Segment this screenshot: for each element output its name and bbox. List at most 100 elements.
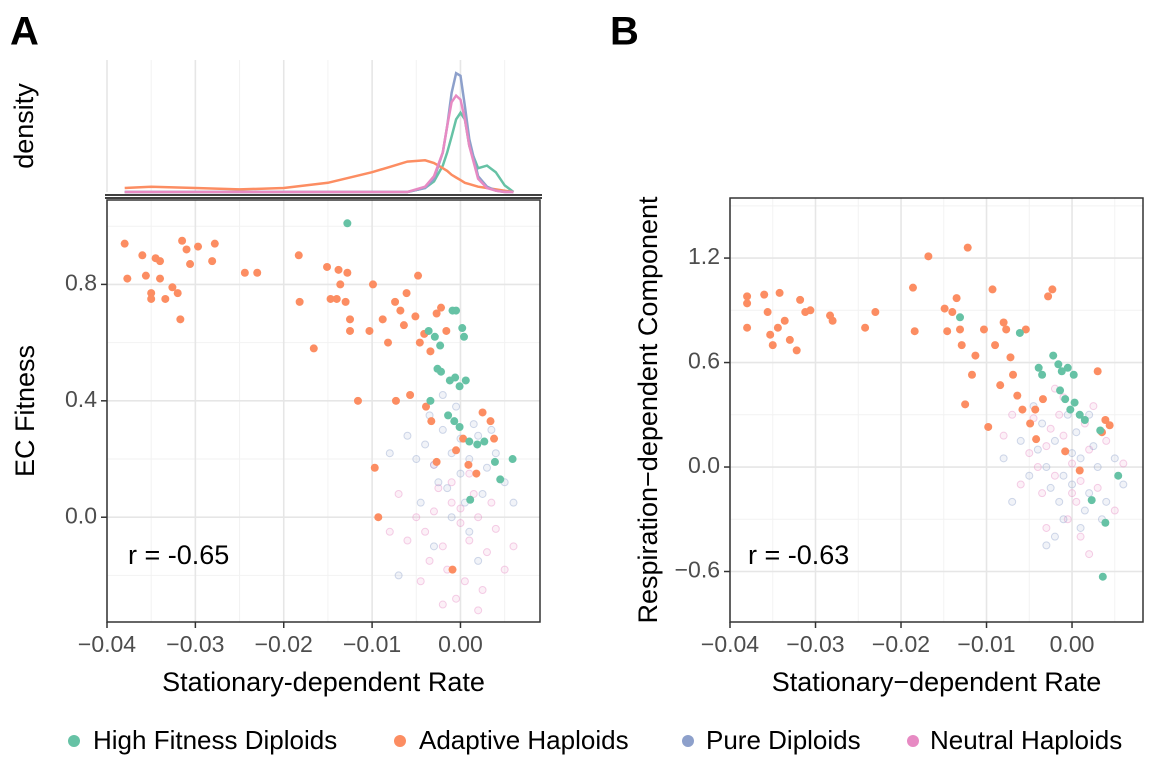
scatter-point xyxy=(871,308,880,317)
scatter-point xyxy=(1050,532,1059,541)
scatter-point xyxy=(406,390,415,399)
scatter-point xyxy=(1033,463,1042,472)
scatter-point xyxy=(1026,419,1035,428)
scatter-point xyxy=(1093,367,1102,376)
scatter-point xyxy=(1046,483,1055,492)
scatter-point xyxy=(991,341,1000,350)
scatter-point xyxy=(500,565,509,574)
scatter-point xyxy=(459,434,468,443)
scatter-point xyxy=(1089,442,1098,451)
x-tick-label: −0.04 xyxy=(701,631,759,657)
scatter-point xyxy=(438,390,447,399)
scatter-point xyxy=(323,262,332,271)
scatter-point xyxy=(412,455,421,464)
scatter-point xyxy=(766,330,775,339)
scatter-point xyxy=(334,265,343,274)
scatter-point xyxy=(1015,328,1024,337)
density-line xyxy=(124,93,514,194)
scatter-point xyxy=(168,283,177,292)
scatter-point xyxy=(182,245,191,254)
scatter-point xyxy=(1068,480,1077,489)
x-tick-label: −0.02 xyxy=(872,631,930,657)
scatter-point xyxy=(465,469,474,478)
scatter-point xyxy=(123,274,132,283)
y-axis-title: Respiration−dependent Component xyxy=(633,196,663,624)
scatter-point xyxy=(1059,431,1068,440)
scatter-point xyxy=(385,527,394,536)
scatter-point xyxy=(1013,391,1022,400)
scatter-point xyxy=(438,542,447,551)
scatter-point xyxy=(346,315,355,324)
scatter-point xyxy=(253,268,262,277)
density-line xyxy=(124,159,514,194)
legend-label: High Fitness Diploids xyxy=(93,725,337,755)
scatter-point xyxy=(1042,463,1051,472)
scatter-point xyxy=(458,324,467,333)
scatter-point xyxy=(1085,550,1094,559)
scatter-point xyxy=(396,306,405,315)
scatter-point xyxy=(971,351,980,360)
scatter-point xyxy=(368,280,377,289)
scatter-point xyxy=(1008,410,1017,419)
scatter-point xyxy=(924,252,933,261)
scatter-point xyxy=(957,341,966,350)
scatter-point xyxy=(1105,421,1114,430)
scatter-point xyxy=(480,437,489,446)
scatter-point xyxy=(473,440,482,449)
scatter-point xyxy=(1057,367,1066,376)
scatter-point xyxy=(967,370,976,379)
scatter-point xyxy=(411,312,420,321)
scatter-point xyxy=(452,594,461,603)
y-tick-label: −0.6 xyxy=(675,557,720,583)
scatter-point xyxy=(1075,466,1084,475)
scatter-point xyxy=(442,326,451,335)
scatter-point xyxy=(780,316,789,325)
scatter-point xyxy=(1114,471,1123,480)
scatter-point xyxy=(1016,436,1025,445)
scatter-point xyxy=(1085,410,1094,419)
scatter-point xyxy=(999,454,1008,463)
legend-label: Neutral Haploids xyxy=(930,725,1122,755)
scatter-point xyxy=(403,431,412,440)
scatter-point xyxy=(996,381,1005,390)
scatter-point xyxy=(474,606,483,615)
scatter-point xyxy=(365,326,374,335)
scatter-point xyxy=(743,299,752,308)
scatter-point xyxy=(1070,398,1079,407)
scatter-point xyxy=(430,332,439,341)
scatter-point xyxy=(443,484,452,493)
scatter-point xyxy=(1110,506,1119,515)
scatter-point xyxy=(1049,351,1058,360)
scatter-point xyxy=(1068,489,1077,498)
scatter-point xyxy=(1075,410,1084,419)
scatter-point xyxy=(1054,360,1063,369)
scatter-point xyxy=(370,463,379,472)
scatter-point xyxy=(1076,476,1085,485)
scatter-point xyxy=(1032,435,1041,444)
scatter-point xyxy=(415,338,424,347)
scatter-point xyxy=(432,309,441,318)
scatter-point xyxy=(1034,363,1043,372)
scatter-point xyxy=(378,315,387,324)
scatter-point xyxy=(988,285,997,294)
x-tick-label: −0.02 xyxy=(255,631,313,657)
scatter-point xyxy=(1038,419,1047,428)
scatter-point xyxy=(1076,454,1085,463)
plot-background xyxy=(107,200,540,622)
scatter-point xyxy=(210,239,219,248)
scatter-point xyxy=(434,478,443,487)
scatter-point xyxy=(948,308,957,317)
scatter-point xyxy=(828,316,837,325)
scatter-point xyxy=(403,536,412,545)
scatter-point xyxy=(1025,471,1034,480)
scatter-point xyxy=(1055,497,1064,506)
scatter-point xyxy=(186,260,195,269)
scatter-point xyxy=(1080,416,1089,425)
scatter-point xyxy=(1101,518,1110,527)
scatter-point xyxy=(343,268,352,277)
y-tick-label: 1.2 xyxy=(688,243,720,269)
scatter-point xyxy=(943,327,952,336)
scatter-point xyxy=(456,504,465,513)
scatter-point xyxy=(796,295,805,304)
